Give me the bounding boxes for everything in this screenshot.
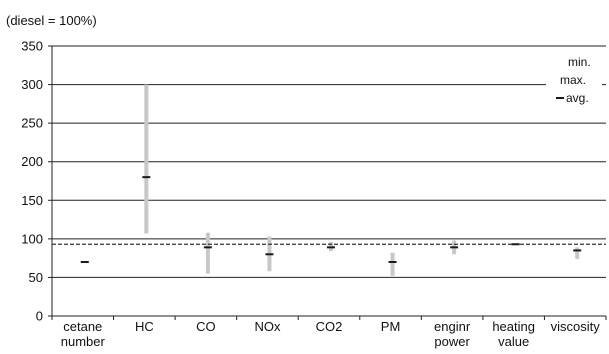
y-tick-label: 300 <box>21 77 43 92</box>
category-label: number <box>61 334 106 349</box>
unit-label: (diesel = 100%) <box>6 13 97 28</box>
y-tick-label: 250 <box>21 116 43 131</box>
category-label: power <box>434 334 470 349</box>
y-tick-label: 200 <box>21 154 43 169</box>
legend-min-label: min. <box>568 55 591 69</box>
category-label: viscosity <box>551 319 601 334</box>
y-tick-label: 350 <box>21 39 43 54</box>
category-label: NOx <box>254 319 281 334</box>
legend: min. max. avg. <box>546 52 602 108</box>
y-axis-ticks: 0 50 100 150 200 250 300 350 <box>21 39 52 324</box>
y-tick-label: 50 <box>29 270 43 285</box>
y-tick-label: 150 <box>21 193 43 208</box>
grid-lines <box>52 45 606 317</box>
category-label: enginr <box>434 319 471 334</box>
category-label: cetane <box>63 319 102 334</box>
x-axis-ticks <box>51 316 607 320</box>
category-label: heating <box>492 319 535 334</box>
y-tick-label: 100 <box>21 231 43 246</box>
category-label: HC <box>135 319 154 334</box>
legend-avg-label: avg. <box>566 91 589 105</box>
category-label: value <box>498 334 529 349</box>
y-tick-label: 0 <box>36 309 43 324</box>
category-label: PM <box>381 319 401 334</box>
legend-max-label: max. <box>560 73 586 87</box>
legend-background <box>546 52 602 108</box>
avg-markers <box>80 176 582 263</box>
category-label: CO <box>196 319 216 334</box>
category-label: CO2 <box>316 319 343 334</box>
